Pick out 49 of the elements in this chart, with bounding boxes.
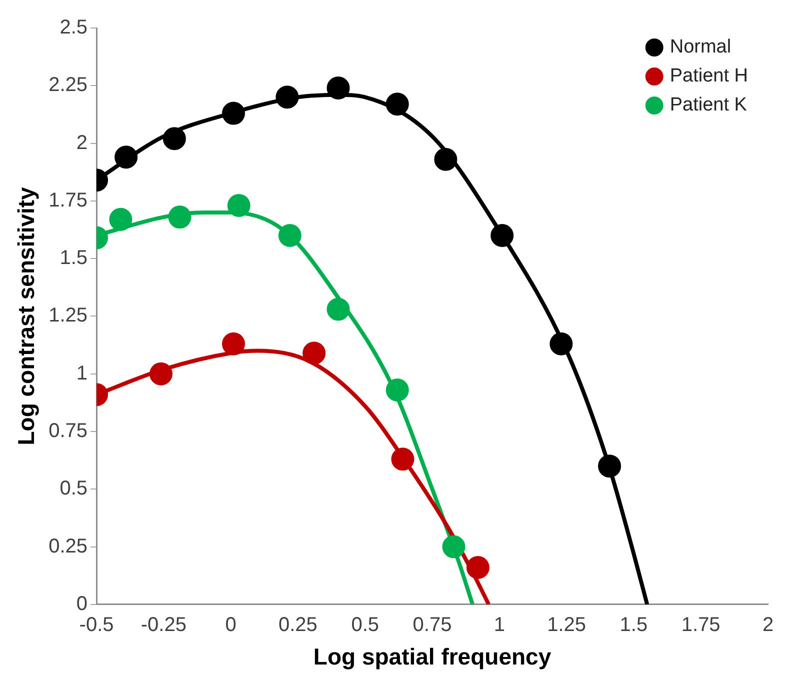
point [109, 208, 132, 231]
x-tick-label: 0 [225, 614, 236, 636]
legend-label: Patient K [670, 94, 748, 116]
x-tick-label: 2 [762, 614, 774, 636]
point [326, 298, 350, 321]
x-tick-label: -0.25 [140, 614, 186, 636]
point [222, 332, 246, 356]
point [149, 362, 172, 386]
x-tick-label: 0.75 [412, 614, 452, 636]
y-tick-label: 1 [76, 362, 88, 384]
x-tick-label: 0.5 [351, 614, 380, 636]
point [114, 146, 138, 169]
point [386, 378, 409, 402]
y-tick-label: 1.25 [48, 304, 88, 327]
point [162, 127, 186, 150]
y-tick-label: 0.75 [48, 420, 88, 442]
point [302, 342, 326, 365]
point [442, 535, 466, 558]
point [168, 206, 192, 229]
y-tick-label: 1.75 [48, 189, 88, 212]
y-tick-label: 0.5 [60, 478, 88, 500]
point [326, 76, 350, 100]
y-tick-label: 0 [76, 592, 88, 615]
point [222, 102, 246, 125]
point [490, 224, 514, 248]
x-tick-label: 1.25 [547, 614, 586, 636]
point [391, 448, 414, 471]
point [550, 332, 573, 356]
point [276, 86, 299, 109]
point [386, 92, 409, 116]
legend-label: Normal [670, 36, 732, 58]
x-tick-label: 0.25 [278, 614, 318, 636]
y-tick-label: 2.25 [48, 74, 88, 96]
y-tick-label: 2.5 [60, 16, 88, 39]
point [434, 148, 458, 171]
x-tick-label: 1.5 [620, 614, 648, 636]
x-tick-label: -0.5 [79, 614, 114, 636]
x-axis-title: Log spatial frequency [313, 644, 552, 670]
y-tick-label: 0.25 [48, 535, 88, 558]
x-tick-label: 1.75 [681, 614, 720, 636]
point [598, 454, 622, 478]
point [278, 224, 302, 248]
point [466, 556, 490, 580]
x-tick-label: 1 [494, 614, 505, 636]
y-tick-label: 2 [76, 132, 88, 154]
y-tick-label: 1.5 [60, 247, 88, 270]
y-axis-title: Log contrast sensitivity [13, 186, 40, 446]
legend-label: Patient H [670, 66, 748, 87]
point [227, 194, 250, 218]
